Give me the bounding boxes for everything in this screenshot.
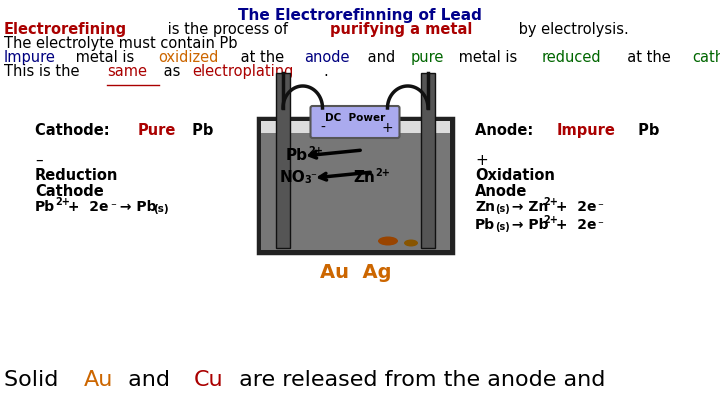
Text: at the: at the	[618, 50, 676, 65]
Text: (s): (s)	[153, 204, 168, 214]
Text: This is the: This is the	[4, 64, 84, 79]
Text: 3: 3	[304, 175, 311, 185]
Text: electroplating: electroplating	[192, 64, 294, 79]
Text: 2+: 2+	[308, 146, 323, 156]
Text: → Pb: → Pb	[115, 200, 156, 214]
Text: pure: pure	[411, 50, 444, 65]
Text: → Zn: → Zn	[507, 200, 549, 214]
Text: Zn: Zn	[475, 200, 495, 214]
Text: NO: NO	[280, 170, 306, 185]
Text: +  2e: + 2e	[551, 218, 596, 232]
Text: –: –	[35, 153, 42, 168]
Text: +  2e: + 2e	[551, 200, 596, 214]
Text: -: -	[320, 121, 325, 135]
Ellipse shape	[404, 239, 418, 247]
Text: +  2e: + 2e	[63, 200, 109, 214]
Text: Au: Au	[84, 370, 113, 390]
Text: anode: anode	[305, 50, 350, 65]
Text: Cathode:: Cathode:	[35, 123, 114, 138]
Text: same: same	[107, 64, 148, 79]
Text: and: and	[363, 50, 400, 65]
Text: and: and	[121, 370, 177, 390]
Text: (s): (s)	[495, 204, 510, 214]
Text: Solid: Solid	[4, 370, 66, 390]
Text: Pb: Pb	[475, 218, 495, 232]
Bar	[258, 118, 453, 253]
Text: as: as	[159, 64, 185, 79]
Text: Reduction: Reduction	[35, 168, 118, 183]
Text: 2+: 2+	[543, 215, 558, 225]
Text: Pb: Pb	[633, 123, 659, 138]
Bar	[421, 73, 435, 248]
Text: 2+: 2+	[543, 197, 558, 207]
Text: Anode: Anode	[475, 184, 527, 199]
Text: reduced: reduced	[541, 50, 601, 65]
Text: Impure: Impure	[557, 123, 616, 138]
Text: Impure: Impure	[4, 50, 56, 65]
Text: DC  Power: DC Power	[325, 113, 385, 123]
FancyBboxPatch shape	[310, 106, 400, 138]
Bar	[261, 133, 450, 250]
Text: is the process of: is the process of	[163, 22, 292, 37]
Text: Zn: Zn	[353, 170, 375, 185]
Text: by electrolysis.: by electrolysis.	[513, 22, 629, 37]
Text: are released from the anode and: are released from the anode and	[232, 370, 613, 390]
Text: Pure: Pure	[138, 123, 176, 138]
Text: ⁻: ⁻	[597, 220, 603, 230]
Bar	[261, 121, 450, 133]
Text: ⁻: ⁻	[110, 202, 116, 212]
Text: Pb: Pb	[187, 123, 214, 138]
Text: purifying a metal: purifying a metal	[330, 22, 472, 37]
Text: Electrorefining: Electrorefining	[4, 22, 127, 37]
Text: Pb: Pb	[35, 200, 55, 214]
Text: → Pb: → Pb	[507, 218, 549, 232]
Text: metal is: metal is	[454, 50, 522, 65]
Text: +: +	[475, 153, 487, 168]
Text: Anode:: Anode:	[475, 123, 539, 138]
Text: +: +	[382, 121, 393, 135]
Text: ⁻: ⁻	[597, 202, 603, 212]
Text: 2+: 2+	[375, 168, 390, 178]
Text: Cathode: Cathode	[35, 184, 104, 199]
Text: 2+: 2+	[55, 197, 70, 207]
Text: metal is: metal is	[71, 50, 139, 65]
Text: .: .	[323, 64, 328, 79]
Text: at the: at the	[236, 50, 289, 65]
Text: cathode: cathode	[693, 50, 720, 65]
Text: oxidized: oxidized	[158, 50, 219, 65]
Text: (s): (s)	[495, 222, 510, 232]
Text: Au  Ag: Au Ag	[320, 263, 391, 282]
Text: The Electrorefinning of Lead: The Electrorefinning of Lead	[238, 8, 482, 23]
Text: Oxidation: Oxidation	[475, 168, 555, 183]
Ellipse shape	[378, 237, 398, 245]
Text: ⁻: ⁻	[310, 172, 316, 182]
Text: Pb: Pb	[286, 148, 308, 163]
Text: Cu: Cu	[194, 370, 223, 390]
Text: The electrolyte must contain Pb: The electrolyte must contain Pb	[4, 36, 238, 51]
Bar	[276, 73, 290, 248]
